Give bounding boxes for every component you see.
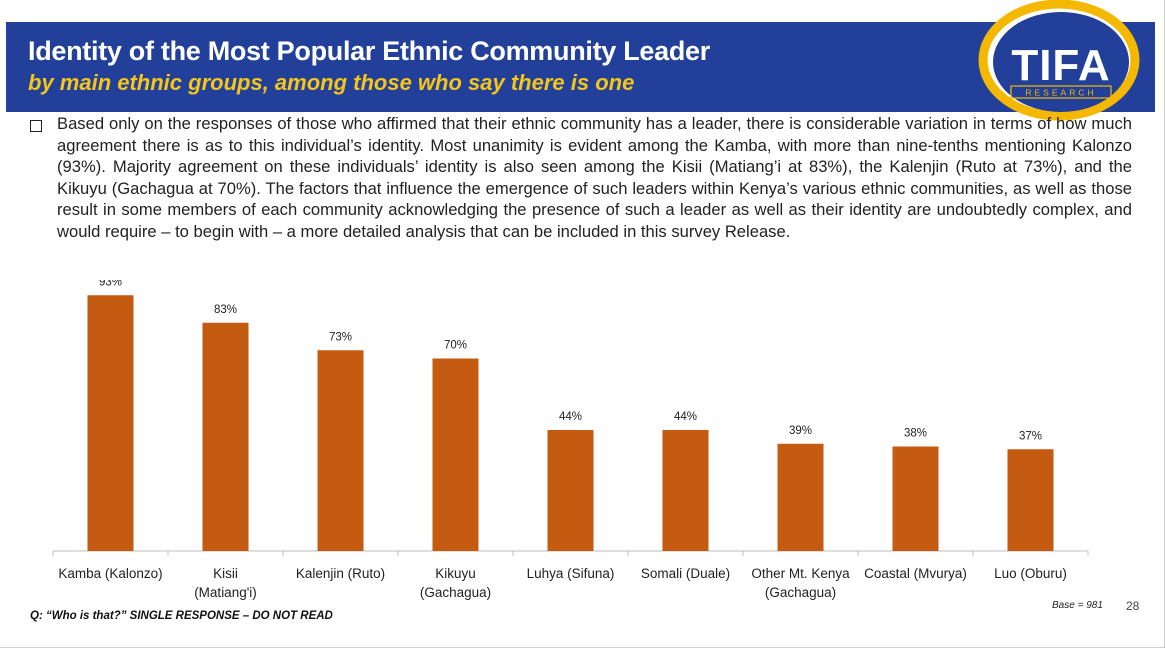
bar	[777, 443, 824, 551]
base-note: Base = 981	[1052, 600, 1103, 611]
bar	[892, 446, 939, 551]
category-label: Luo (Oburu)	[994, 566, 1067, 581]
bar	[202, 322, 249, 551]
data-label: 93%	[99, 280, 122, 288]
data-label: 44%	[559, 411, 582, 423]
slide-subtitle: by main ethnic groups, among those who s…	[28, 70, 635, 95]
data-label: 73%	[329, 331, 352, 343]
bar	[317, 350, 364, 551]
data-label: 83%	[214, 304, 237, 316]
category-label: Kamba (Kalonzo)	[58, 566, 162, 581]
bar	[662, 430, 709, 551]
category-label: Kikuyu (Gachagua)	[420, 566, 491, 600]
category-label: Somali (Duale)	[641, 566, 730, 581]
category-label: Kisii (Matiang'i)	[194, 566, 257, 600]
body-paragraph: Based only on the responses of those who…	[57, 114, 1132, 241]
category-label: Other Mt. Kenya (Gachagua)	[751, 566, 850, 600]
page-number: 28	[1126, 599, 1140, 613]
data-label: 44%	[674, 411, 697, 423]
tifa-logo: TIFA RESEARCH	[978, 0, 1140, 121]
bullet-checkbox-icon	[30, 120, 42, 132]
data-label: 39%	[789, 425, 812, 437]
bar	[547, 430, 594, 551]
bar	[87, 295, 134, 551]
category-label: Kalenjin (Ruto)	[296, 566, 385, 581]
slide-title: Identity of the Most Popular Ethnic Comm…	[28, 36, 710, 66]
logo-subtext: RESEARCH	[1025, 88, 1096, 98]
bar	[1007, 449, 1054, 551]
logo-text: TIFA	[1011, 41, 1110, 90]
bar-chart: 93% 83% 73% 70% 44% 44% 39% 38% 37% Kamba (Kalon…	[52, 280, 1089, 600]
category-label: Luhya (Sifuna)	[527, 566, 615, 581]
category-label: Coastal (Mvurya)	[864, 566, 967, 581]
data-label: 70%	[444, 340, 467, 352]
header-band	[6, 22, 1155, 112]
question-note: Q: “Who is that?” SINGLE RESPONSE – DO N…	[30, 610, 333, 622]
data-label: 38%	[904, 428, 927, 440]
data-label: 37%	[1019, 430, 1042, 442]
bar	[432, 358, 479, 551]
